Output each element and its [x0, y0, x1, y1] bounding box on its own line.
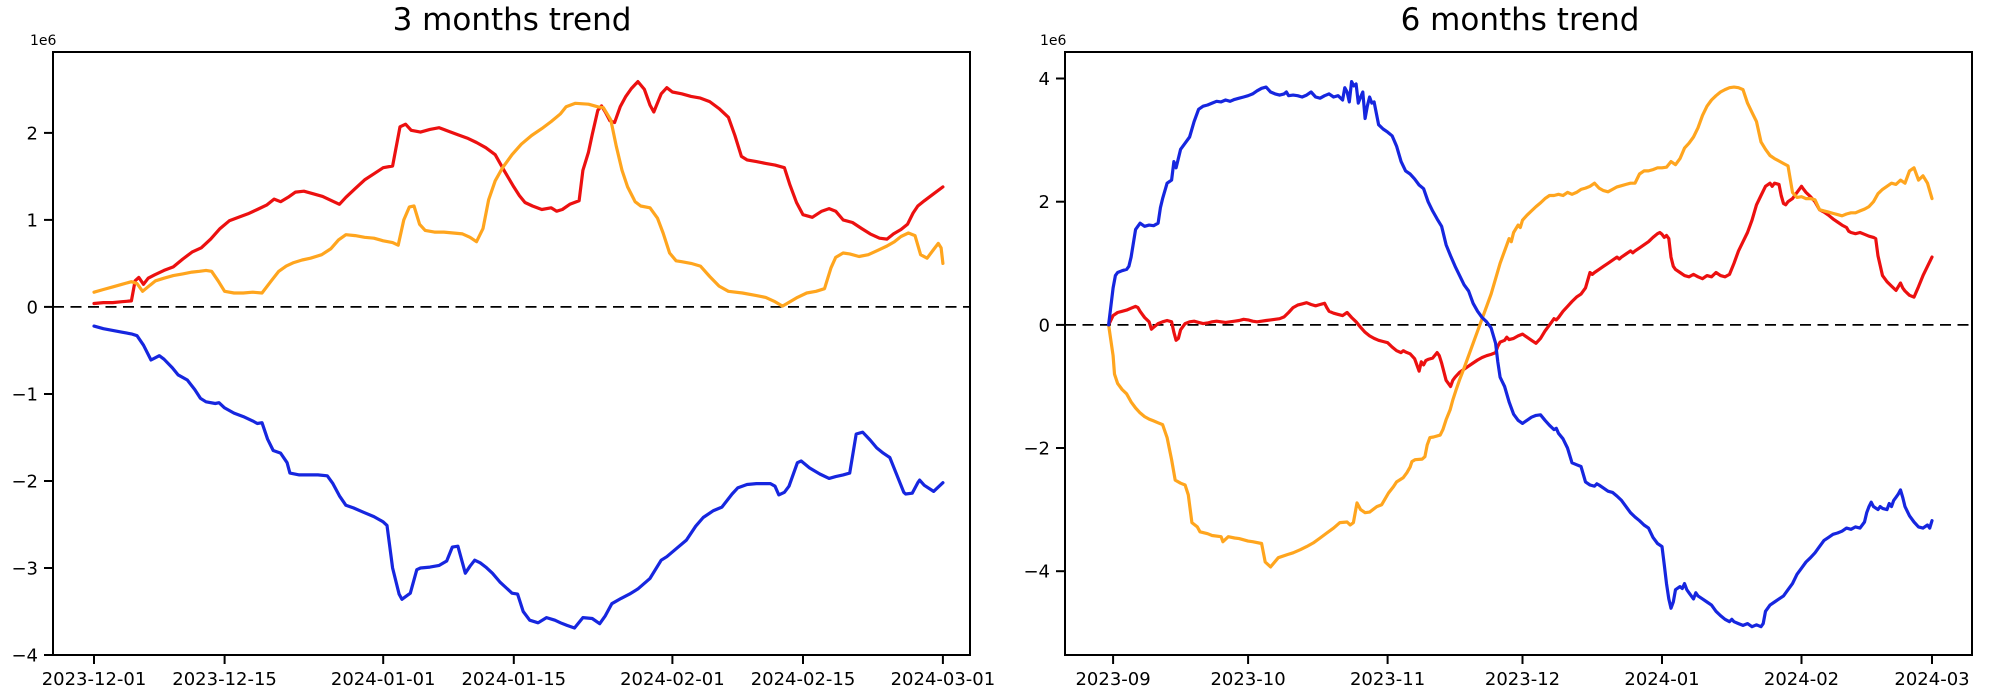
x-tick-label: 2023-12 — [1485, 669, 1560, 690]
plot-spines — [52, 51, 971, 656]
x-tick-label: 2024-01-01 — [331, 669, 436, 690]
x-tick-label: 2024-02 — [1764, 669, 1839, 690]
series-line-blue — [1106, 79, 1934, 629]
y-tick-label: 0 — [27, 297, 38, 318]
x-tick-label: 2023-09 — [1075, 669, 1150, 690]
x-tick-label: 2023-12-15 — [172, 669, 277, 690]
series-line-orange — [92, 101, 945, 308]
x-tick-label: 2024-01 — [1624, 669, 1699, 690]
plot-spines — [1064, 51, 1973, 656]
left-chart-title: 3 months trend — [392, 2, 632, 38]
y-tick-label: −2 — [1023, 439, 1050, 460]
y-tick-label: 0 — [1039, 315, 1050, 336]
series-line-blue — [92, 324, 945, 630]
series-line-orange — [1106, 85, 1934, 569]
right-y-offset-label: 1e6 — [1040, 33, 1067, 49]
y-tick-label: −3 — [11, 559, 38, 580]
y-tick-label: −2 — [11, 472, 38, 493]
left-y-offset-label: 1e6 — [30, 33, 57, 49]
x-tick-label: 2024-02-15 — [751, 669, 856, 690]
y-tick-label: −4 — [1023, 562, 1050, 583]
y-tick-label: −1 — [11, 385, 38, 406]
x-tick-label: 2024-03-01 — [891, 669, 996, 690]
right-chart-title: 6 months trend — [1400, 2, 1640, 38]
x-tick-label: 2024-02-01 — [620, 669, 725, 690]
series-line-red — [92, 79, 945, 306]
x-tick-label: 2023-10 — [1210, 669, 1285, 690]
y-tick-label: 2 — [27, 123, 38, 144]
y-tick-label: −4 — [11, 646, 38, 667]
y-tick-label: 4 — [1039, 69, 1050, 90]
y-tick-label: 2 — [1039, 192, 1050, 213]
y-tick-label: 1 — [27, 210, 38, 231]
x-tick-label: 2024-03 — [1894, 669, 1969, 690]
x-tick-label: 2023-11 — [1350, 669, 1425, 690]
series-line-red — [1106, 181, 1934, 389]
x-tick-label: 2023-12-01 — [42, 669, 147, 690]
x-tick-label: 2024-01-15 — [461, 669, 566, 690]
